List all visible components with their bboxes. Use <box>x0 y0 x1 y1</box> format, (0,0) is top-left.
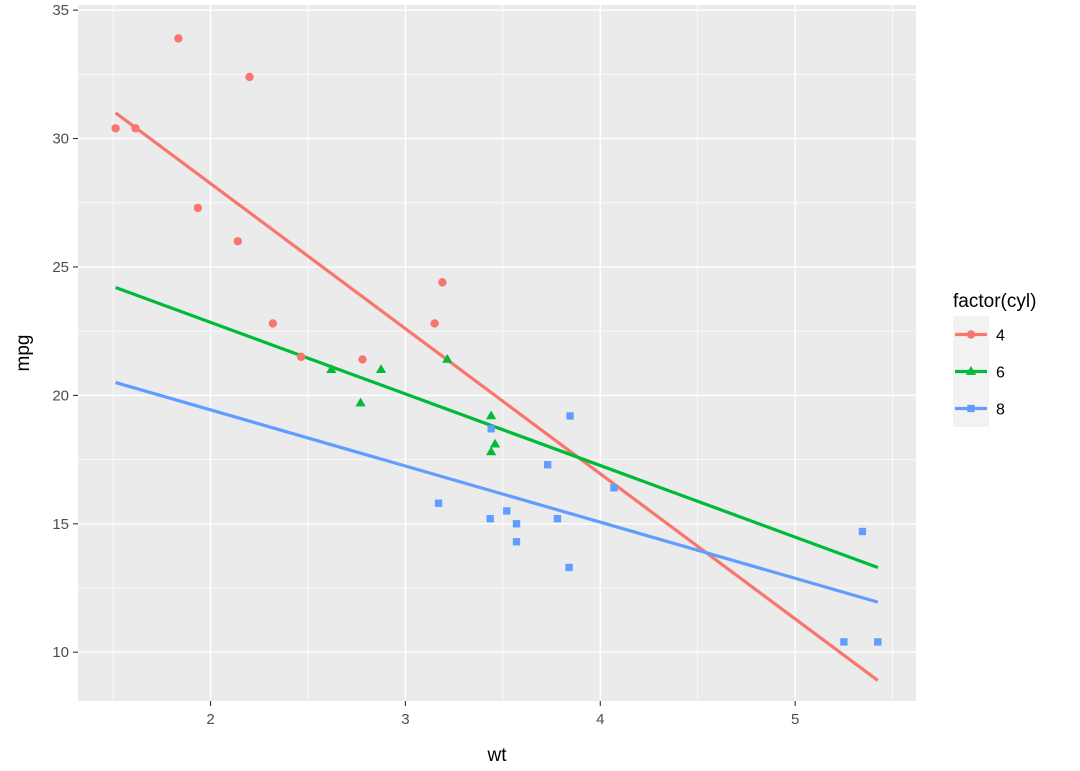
data-point-cyl-4 <box>296 352 306 362</box>
y-tick-label: 10 <box>52 644 69 661</box>
data-point-cyl-4 <box>131 124 140 133</box>
data-point-cyl-8 <box>486 514 494 523</box>
minor-grid <box>78 5 916 701</box>
y-tick-label: 15 <box>52 516 69 533</box>
panel-background <box>78 5 916 701</box>
data-point-cyl-8 <box>874 638 882 646</box>
data-point-cyl-8 <box>543 461 552 469</box>
data-point-cyl-8 <box>512 538 521 546</box>
legend-key-marker-cyl-8 <box>967 404 975 413</box>
data-point-cyl-8 <box>434 499 443 507</box>
legend-label-cyl-4: 4 <box>996 328 1005 345</box>
data-point-cyl-8 <box>840 638 848 646</box>
legend-key-marker-cyl-4 <box>966 330 976 339</box>
data-point-cyl-6 <box>489 438 501 448</box>
y-tick-label: 30 <box>52 131 69 148</box>
data-points <box>111 34 882 646</box>
fit-lines <box>114 111 879 682</box>
data-point-cyl-4 <box>111 124 120 133</box>
x-tick-label: 3 <box>401 711 409 728</box>
legend-keys: 4 6 8 <box>953 316 1005 427</box>
data-point-cyl-4 <box>245 72 254 82</box>
data-point-cyl-8 <box>503 507 511 515</box>
data-point-cyl-6 <box>326 364 337 374</box>
data-point-cyl-8 <box>512 520 521 528</box>
data-point-cyl-4 <box>174 34 183 43</box>
fit-line-cyl-8 <box>115 380 879 604</box>
data-point-cyl-8 <box>858 527 867 536</box>
data-point-cyl-8 <box>487 425 495 433</box>
y-tick-label: 20 <box>52 387 69 404</box>
fit-line-cyl-6 <box>115 286 879 569</box>
legend-label-cyl-8: 8 <box>996 402 1005 419</box>
legend-title: factor(cyl) <box>953 291 1036 312</box>
data-point-cyl-8 <box>553 514 562 523</box>
data-point-cyl-4 <box>438 278 447 287</box>
data-point-cyl-8 <box>566 412 574 420</box>
data-point-cyl-4 <box>358 355 367 364</box>
data-point-cyl-4 <box>430 319 439 328</box>
data-point-cyl-6 <box>375 364 387 374</box>
legend: factor(cyl) 4 6 8 <box>953 291 1036 427</box>
data-point-cyl-4 <box>268 319 278 328</box>
x-axis-title: wt <box>487 745 508 766</box>
y-tick-label: 25 <box>52 259 69 276</box>
x-axis-ticks: 2 3 4 5 <box>206 701 799 728</box>
y-axis-ticks: 10 15 20 25 30 35 <box>52 2 78 661</box>
legend-key-marker-cyl-6 <box>965 366 977 375</box>
data-point-cyl-6 <box>486 410 497 420</box>
data-point-cyl-4 <box>193 203 203 213</box>
x-tick-label: 2 <box>206 711 214 728</box>
data-point-cyl-6 <box>486 446 497 456</box>
x-tick-label: 4 <box>596 711 604 728</box>
data-point-cyl-6 <box>442 353 453 363</box>
data-point-cyl-8 <box>610 484 618 492</box>
y-axis-title: mpg <box>13 335 34 372</box>
x-tick-label: 5 <box>791 711 799 728</box>
data-point-cyl-8 <box>565 563 573 572</box>
fit-line-cyl-4 <box>114 111 879 682</box>
y-tick-label: 35 <box>52 2 69 19</box>
data-point-cyl-6 <box>355 397 366 407</box>
data-point-cyl-4 <box>233 237 243 246</box>
legend-label-cyl-6: 6 <box>996 365 1005 382</box>
